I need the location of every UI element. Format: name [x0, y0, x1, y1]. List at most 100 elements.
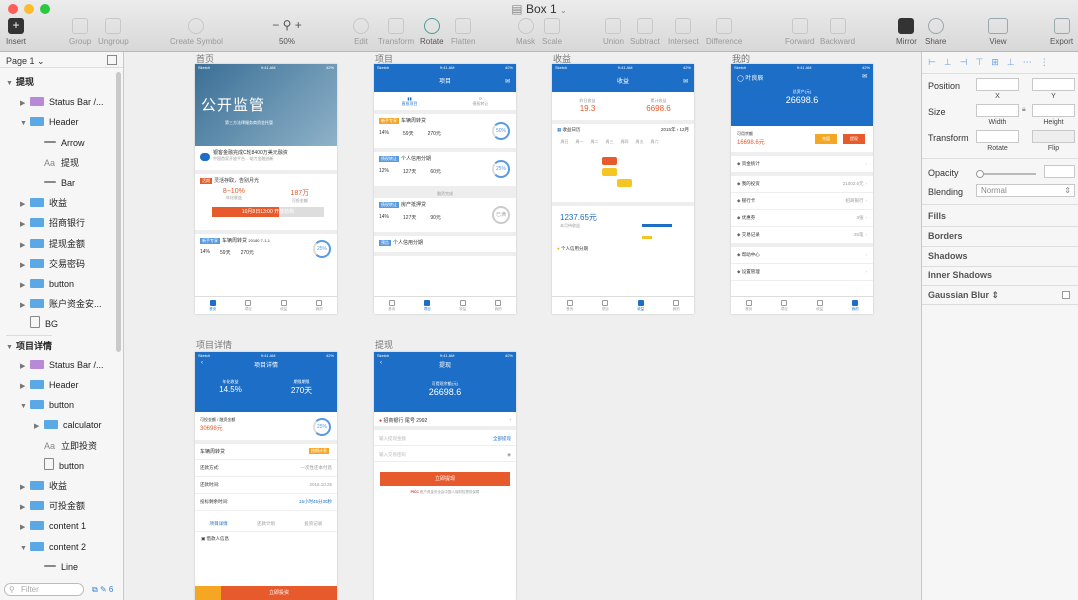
menu-item[interactable]: ◆ 帮助中心 ›	[731, 247, 873, 264]
ungroup-button[interactable]: Ungroup	[98, 18, 129, 46]
project-item[interactable]: 债权转让 房产抵押贷 14% 127天 90元 已满	[374, 198, 516, 236]
calendar-day[interactable]	[632, 168, 647, 176]
tab-mine[interactable]: 我的	[659, 297, 695, 314]
product-card[interactable]: 新手专享 车辆周转贷 20180 7-1-1 14% 59天 270元 25%	[195, 234, 337, 268]
menu-item[interactable]: ◆ 设置管理 ›	[731, 264, 873, 281]
chevron-down-icon[interactable]: ⌄	[560, 6, 567, 15]
calendar-day[interactable]	[647, 179, 662, 187]
disclosure-closed-icon[interactable]: ▶	[20, 261, 26, 269]
width-input[interactable]	[976, 104, 1019, 117]
calendar-day[interactable]	[632, 146, 647, 154]
artboard-label-home[interactable]: 首页	[196, 54, 215, 64]
difference-button[interactable]: Difference	[706, 18, 742, 46]
insert-button[interactable]: + Insert	[6, 18, 26, 46]
artboard-label-project[interactable]: 项目	[375, 54, 394, 64]
align-top-icon[interactable]: ⊤	[975, 57, 984, 67]
disclosure-open-icon[interactable]: ▼	[6, 80, 13, 87]
disclosure-open-icon[interactable]: ▼	[6, 343, 13, 351]
calendar-day[interactable]	[572, 157, 587, 165]
withdraw-button[interactable]: 提现	[843, 134, 865, 144]
tab-mine[interactable]: 我的	[481, 297, 517, 314]
layer-row[interactable]: ▼ Header	[20, 112, 79, 132]
bank-row[interactable]: ● 招商银行 尾号 2992 ›	[374, 412, 516, 430]
transform-button[interactable]: Transform	[378, 18, 414, 46]
lock-icon[interactable]: 🔒︎	[1022, 106, 1026, 113]
layer-row[interactable]: button	[34, 456, 84, 476]
tab-mine[interactable]: 我的	[838, 297, 874, 314]
position-x-input[interactable]	[976, 78, 1019, 91]
calendar-day[interactable]	[647, 190, 662, 198]
layers-scrollbar[interactable]	[116, 72, 121, 352]
tab-home[interactable]: 首页	[731, 297, 767, 314]
amount-field[interactable]: 输入提现金额 全部提现	[374, 430, 516, 446]
artboard-detail[interactable]: Sketch 9:41 AM 42% ‹ 项目详情 年化收益 14.5% 期限期限 270…	[195, 352, 337, 600]
calendar-day[interactable]	[632, 157, 647, 165]
tab-project[interactable]: 项目	[410, 297, 446, 314]
align-left-icon[interactable]: ⊢	[928, 57, 936, 67]
flip-buttons[interactable]	[1032, 130, 1075, 143]
calendar-day[interactable]	[617, 190, 632, 198]
disclosure-closed-icon[interactable]: ▶	[20, 484, 26, 491]
calendar-day[interactable]	[602, 168, 617, 176]
mail-icon[interactable]: ✉	[504, 79, 510, 85]
backward-button[interactable]: Backward	[820, 18, 855, 46]
current-product-card[interactable]: 活期 灵活存取，告别月光 8~10% 年化收益 187万 可投金额 10月8日13:0…	[195, 174, 337, 234]
layer-row[interactable]: ▶ button	[20, 274, 74, 294]
tab-income[interactable]: 收益	[802, 297, 838, 314]
detail-tab[interactable]: 投资记录	[304, 521, 323, 526]
tab-project[interactable]: 项目	[588, 297, 624, 314]
calendar-day[interactable]	[617, 179, 632, 187]
flatten-button[interactable]: Flatten	[451, 18, 475, 46]
disclosure-closed-icon[interactable]: ▶	[20, 282, 26, 289]
artboard-label-detail[interactable]: 项目详情	[196, 340, 233, 350]
calendar-day[interactable]	[602, 190, 617, 198]
distribute-h-icon[interactable]: ⋯	[1022, 57, 1032, 67]
disclosure-closed-icon[interactable]: ▶	[20, 100, 26, 108]
detail-tab[interactable]: 项目详情	[209, 521, 228, 526]
mask-button[interactable]: Mask	[516, 18, 535, 46]
layer-row[interactable]: Bar	[34, 173, 75, 193]
project-item[interactable]: 预告 个人信用分期	[374, 236, 516, 256]
calendar-day[interactable]	[557, 179, 572, 187]
artboard-label-withdraw[interactable]: 提现	[375, 340, 394, 350]
disclosure-closed-icon[interactable]: ▶	[20, 504, 26, 512]
artboard-project[interactable]: Sketch 9:41 AM 42% 项目 ✉ ▮▮ 直投项目 ⟳ 债权转让 新手专享 车辆…	[374, 64, 516, 314]
withdraw-submit-button[interactable]: 立即提现	[380, 472, 510, 486]
disclosure-closed-icon[interactable]: ▶	[20, 221, 26, 229]
layer-row[interactable]: ▶ 招商银行	[20, 213, 85, 233]
layer-row[interactable]: ▶ Status Bar /...	[20, 92, 104, 112]
buy-button[interactable]: 10月8日13:00 开放抢购	[212, 207, 324, 217]
disclosure-open-icon[interactable]: ▼	[20, 120, 27, 128]
calendar-day[interactable]	[572, 146, 587, 154]
mail-icon[interactable]: ✉	[682, 79, 688, 85]
fills-section[interactable]: Fills	[928, 211, 947, 221]
layer-row[interactable]: ▶ 收益	[20, 476, 67, 496]
menu-item[interactable]: ◆ 交易记录 › 25笔	[731, 227, 873, 247]
artboard-home[interactable]: Sketch 9:41 AM 42% 公开监管 第三方法律服务商资金托管 银客金融完…	[195, 64, 337, 314]
layer-row[interactable]: ▼ content 2	[20, 537, 86, 557]
calendar-day[interactable]	[632, 190, 647, 198]
inner-shadows-section[interactable]: Inner Shadows	[928, 270, 993, 280]
mirror-button[interactable]: Mirror	[896, 18, 917, 46]
calendar-day[interactable]	[617, 146, 632, 154]
disclosure-open-icon[interactable]: ▼	[20, 544, 27, 552]
layer-row[interactable]: BG	[20, 314, 58, 334]
calendar-day[interactable]	[602, 179, 617, 187]
tab-home[interactable]: 首页	[552, 297, 588, 314]
layer-row[interactable]: ▶ 账户资金安...	[20, 294, 102, 314]
subtab-direct[interactable]: ▮▮ 直投项目	[374, 92, 445, 110]
align-center-icon[interactable]: ⊥	[943, 57, 952, 67]
borders-section[interactable]: Borders	[928, 231, 963, 241]
artboard-label-income[interactable]: 收益	[553, 54, 572, 64]
menu-item[interactable]: ◆ 我的投资 › 21002.6元	[731, 176, 873, 193]
tab-project[interactable]: 项目	[231, 297, 267, 314]
add-page-icon[interactable]	[107, 55, 117, 65]
recharge-button[interactable]: 充值	[815, 134, 837, 144]
intersect-button[interactable]: Intersect	[668, 18, 699, 46]
blending-select[interactable]: Normal ⇕	[976, 184, 1075, 197]
share-button[interactable]: Share	[925, 18, 946, 46]
minimize-button[interactable]	[24, 4, 34, 14]
export-button[interactable]: Export	[1050, 18, 1073, 46]
filter-input[interactable]: ⚲ Filter	[4, 583, 84, 596]
calendar-day[interactable]	[572, 168, 587, 176]
